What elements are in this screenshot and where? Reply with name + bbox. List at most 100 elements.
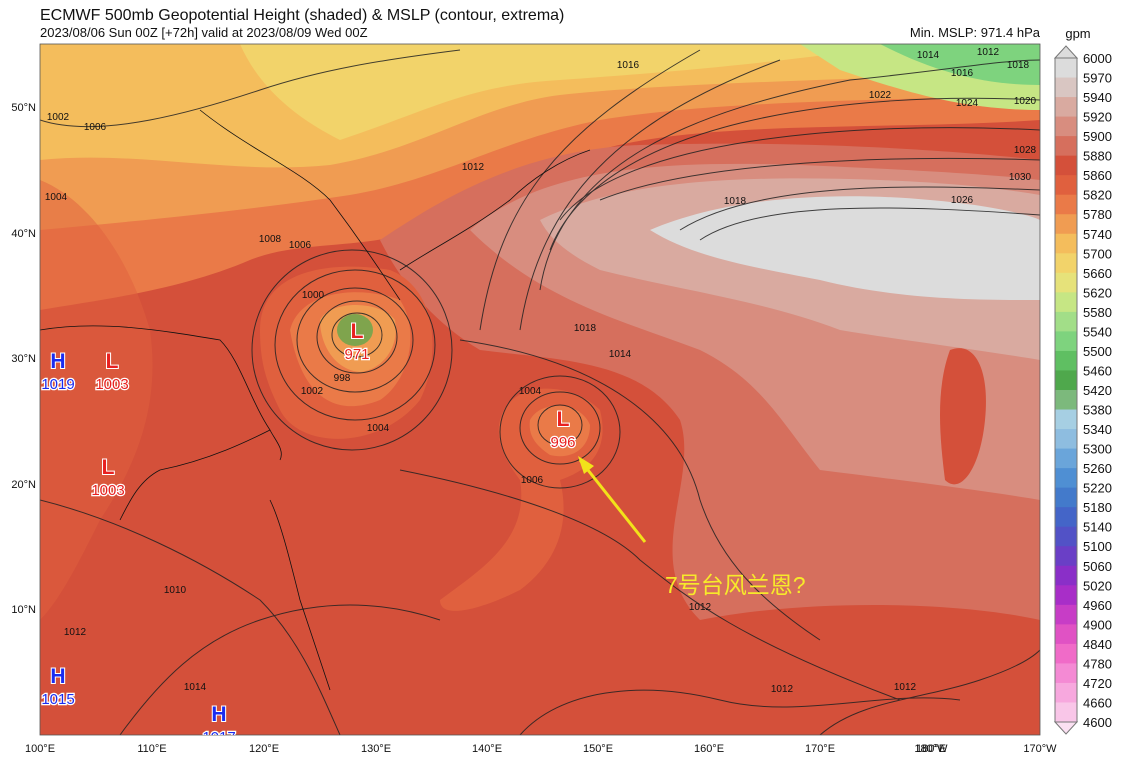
colorbar-band <box>1055 175 1077 196</box>
colorbar-band <box>1055 546 1077 567</box>
colorbar-label: 5380 <box>1083 403 1112 418</box>
lon-label: 140°E <box>472 743 502 755</box>
contour-label: 1020 <box>1014 96 1037 107</box>
extremum-value: 971 <box>344 346 369 363</box>
colorbar-label: 5140 <box>1083 520 1112 535</box>
colorbar-label: 5780 <box>1083 207 1112 222</box>
lat-label: 30°N <box>11 353 36 365</box>
colorbar-band <box>1055 97 1077 118</box>
colorbar-cap <box>1053 721 1079 735</box>
colorbar-label: 5970 <box>1083 71 1112 86</box>
contour-label: 1012 <box>64 627 87 638</box>
colorbar-band <box>1055 468 1077 489</box>
colorbar-band <box>1055 116 1077 137</box>
contour-label: 1014 <box>609 349 632 360</box>
annotation-arrow <box>578 459 647 543</box>
colorbar-label: 4600 <box>1083 715 1112 730</box>
colorbar-band <box>1055 390 1077 411</box>
lat-label: 50°N <box>11 102 36 114</box>
colorbar-band <box>1055 77 1077 98</box>
colorbar-band <box>1055 682 1077 703</box>
colorbar-label: 5920 <box>1083 110 1112 125</box>
lat-label: 20°N <box>11 479 36 491</box>
contour-label: 1006 <box>289 240 312 251</box>
colorbar-label: 5340 <box>1083 422 1112 437</box>
contour-label: 1000 <box>302 290 325 301</box>
contour-label: 1006 <box>521 475 544 486</box>
colorbar-band <box>1055 233 1077 254</box>
colorbar-unit: gpm <box>1065 26 1090 41</box>
colorbar-cap <box>1053 45 1079 59</box>
map-frame <box>39 43 1041 736</box>
colorbar-band <box>1055 194 1077 215</box>
contour-label: 1002 <box>301 386 324 397</box>
colorbar-band <box>1055 487 1077 508</box>
colorbar-label: 5500 <box>1083 344 1112 359</box>
colorbar-label: 5900 <box>1083 129 1112 144</box>
colorbar-band <box>1055 311 1077 332</box>
lon-label: 150°E <box>583 743 613 755</box>
colorbar-band <box>1055 214 1077 235</box>
colorbar-band <box>1055 370 1077 391</box>
contour-label: 1018 <box>574 323 597 334</box>
lon-label: 110°E <box>137 743 166 755</box>
contour-label: 1004 <box>519 386 542 397</box>
extremum-value: 996 <box>550 434 575 451</box>
colorbar-label: 5540 <box>1083 324 1112 339</box>
colorbar-band <box>1055 624 1077 645</box>
contour-label: 1012 <box>689 602 712 613</box>
colorbar-label: 5740 <box>1083 227 1112 242</box>
contour-label: 1018 <box>724 196 747 207</box>
colorbar-band <box>1055 448 1077 469</box>
colorbar-band <box>1055 663 1077 684</box>
contour-label: 1010 <box>164 585 187 596</box>
extremum-symbol: L <box>351 320 364 343</box>
lat-label: 40°N <box>11 228 36 240</box>
colorbar-label: 6000 <box>1083 51 1112 66</box>
colorbar-label: 5060 <box>1083 559 1112 574</box>
colorbar-label: 4780 <box>1083 656 1112 671</box>
contour-label: 998 <box>334 373 351 384</box>
contour-label: 1008 <box>259 234 282 245</box>
colorbar-band <box>1055 585 1077 606</box>
colorbar-label: 5700 <box>1083 246 1112 261</box>
colorbar-label: 5880 <box>1083 149 1112 164</box>
lon-label: 180°E <box>916 743 946 755</box>
extremum-value: 1003 <box>95 376 128 393</box>
colorbar-band <box>1055 565 1077 586</box>
colorbar-label: 5020 <box>1083 578 1112 593</box>
lon-label: 100°E <box>25 743 55 755</box>
colorbar-label: 5860 <box>1083 168 1112 183</box>
colorbar-label: 4720 <box>1083 676 1112 691</box>
colorbar-band <box>1055 58 1077 79</box>
contour-label: 1002 <box>47 112 70 123</box>
contour-label: 1014 <box>917 50 940 61</box>
colorbar-label: 4660 <box>1083 695 1112 710</box>
colorbar-label: 5260 <box>1083 461 1112 476</box>
map-subtitle: 2023/08/06 Sun 00Z [+72h] valid at 2023/… <box>40 25 368 40</box>
contour-label: 1018 <box>1007 60 1030 71</box>
lon-label: 180°W <box>914 743 948 755</box>
colorbar-label: 5100 <box>1083 539 1112 554</box>
annotation: 7号台风兰恩? <box>665 572 806 598</box>
contour-label: 1012 <box>894 682 917 693</box>
colorbar-label: 5940 <box>1083 90 1112 105</box>
contour-label: 1004 <box>367 423 390 434</box>
colorbar-band <box>1055 136 1077 157</box>
colorbar-band <box>1055 272 1077 293</box>
extrema: H 1019 L 1003 L 1003 L 971 L 996 H 1015 H 1017 <box>40 319 577 746</box>
colorbar-frame <box>1054 57 1078 723</box>
contour-label: 1014 <box>184 682 207 693</box>
min-mslp: Min. MSLP: 971.4 hPa <box>910 25 1041 40</box>
colorbar-label: 5460 <box>1083 363 1112 378</box>
colorbar-label: 5620 <box>1083 285 1112 300</box>
extremum-value: 1017 <box>202 729 235 746</box>
extremum-value: 1003 <box>91 482 124 499</box>
colorbar-band <box>1055 526 1077 547</box>
colorbar-label: 5420 <box>1083 383 1112 398</box>
contour-label: 1030 <box>1009 172 1032 183</box>
map-title: ECMWF 500mb Geopotential Height (shaded)… <box>40 7 564 24</box>
colorbar-label: 5660 <box>1083 266 1112 281</box>
